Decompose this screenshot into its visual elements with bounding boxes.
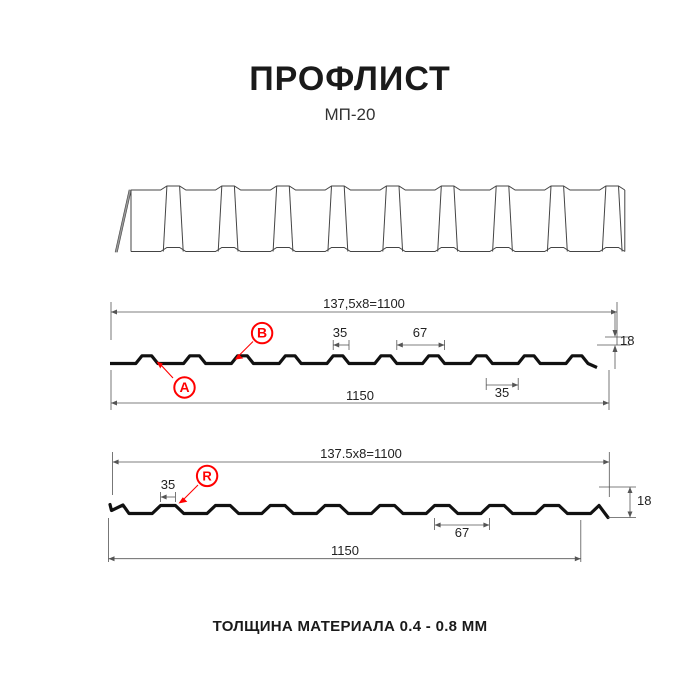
svg-text:R: R <box>202 469 212 484</box>
svg-text:18: 18 <box>637 493 651 508</box>
svg-text:1150: 1150 <box>331 543 359 558</box>
svg-text:137.5x8=1100: 137.5x8=1100 <box>320 446 402 461</box>
svg-text:35: 35 <box>161 477 175 492</box>
svg-text:67: 67 <box>455 525 469 540</box>
